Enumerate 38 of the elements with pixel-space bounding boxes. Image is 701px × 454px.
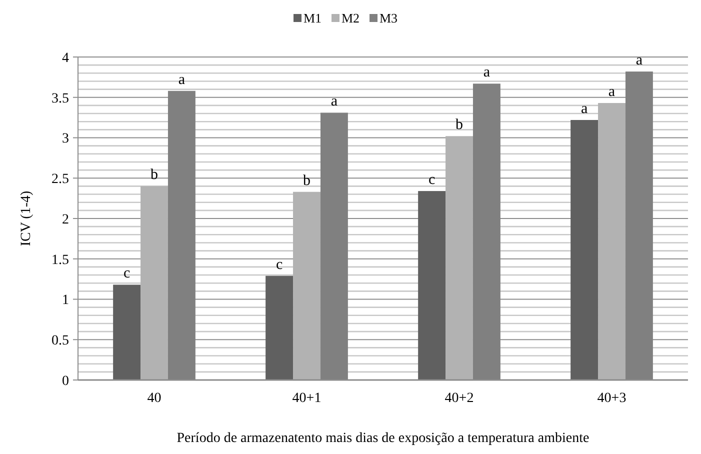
x-axis-title: Período de armazenatento mais dias de exposição a temperatura ambiente: [176, 431, 590, 446]
bar: [293, 192, 320, 380]
data-label: a: [178, 72, 186, 88]
bar: [570, 120, 598, 380]
data-label: c: [276, 256, 283, 273]
data-label: b: [456, 117, 463, 134]
data-label: b: [150, 167, 158, 184]
y-tick-label: 4: [62, 50, 69, 66]
y-tick-label: 0.5: [52, 334, 69, 349]
x-tick-label: 40+2: [444, 391, 474, 406]
y-tick-label: 0: [62, 374, 69, 389]
x-tick-label: 40+1: [292, 391, 322, 406]
data-label: a: [608, 84, 616, 100]
y-tick-label: 3.5: [52, 91, 69, 106]
data-label: a: [483, 64, 490, 81]
y-tick-label: 1.5: [52, 252, 69, 268]
bar: [418, 191, 446, 380]
data-label: c: [123, 266, 130, 282]
legend-label: M1: [304, 10, 322, 26]
data-label: c: [428, 172, 436, 188]
x-tick-label: 40: [147, 391, 162, 406]
y-axis-title: ICV (1-4): [19, 190, 34, 246]
bar: [446, 136, 473, 380]
data-label: b: [303, 172, 310, 189]
legend-label: M3: [380, 10, 398, 26]
bar: [113, 284, 141, 380]
y-tick-label: 2.5: [52, 172, 69, 188]
x-tick-label: 40+3: [597, 391, 626, 406]
bar: [598, 103, 626, 380]
bar: [140, 186, 168, 380]
data-label: a: [580, 100, 588, 117]
y-tick-label: 2: [62, 212, 69, 228]
data-label: a: [636, 52, 643, 69]
y-tick-label: 1: [62, 293, 69, 308]
data-label: a: [330, 94, 338, 110]
bar: [266, 276, 294, 380]
legend-label: M2: [342, 10, 360, 26]
y-tick-label: 3: [62, 132, 69, 147]
